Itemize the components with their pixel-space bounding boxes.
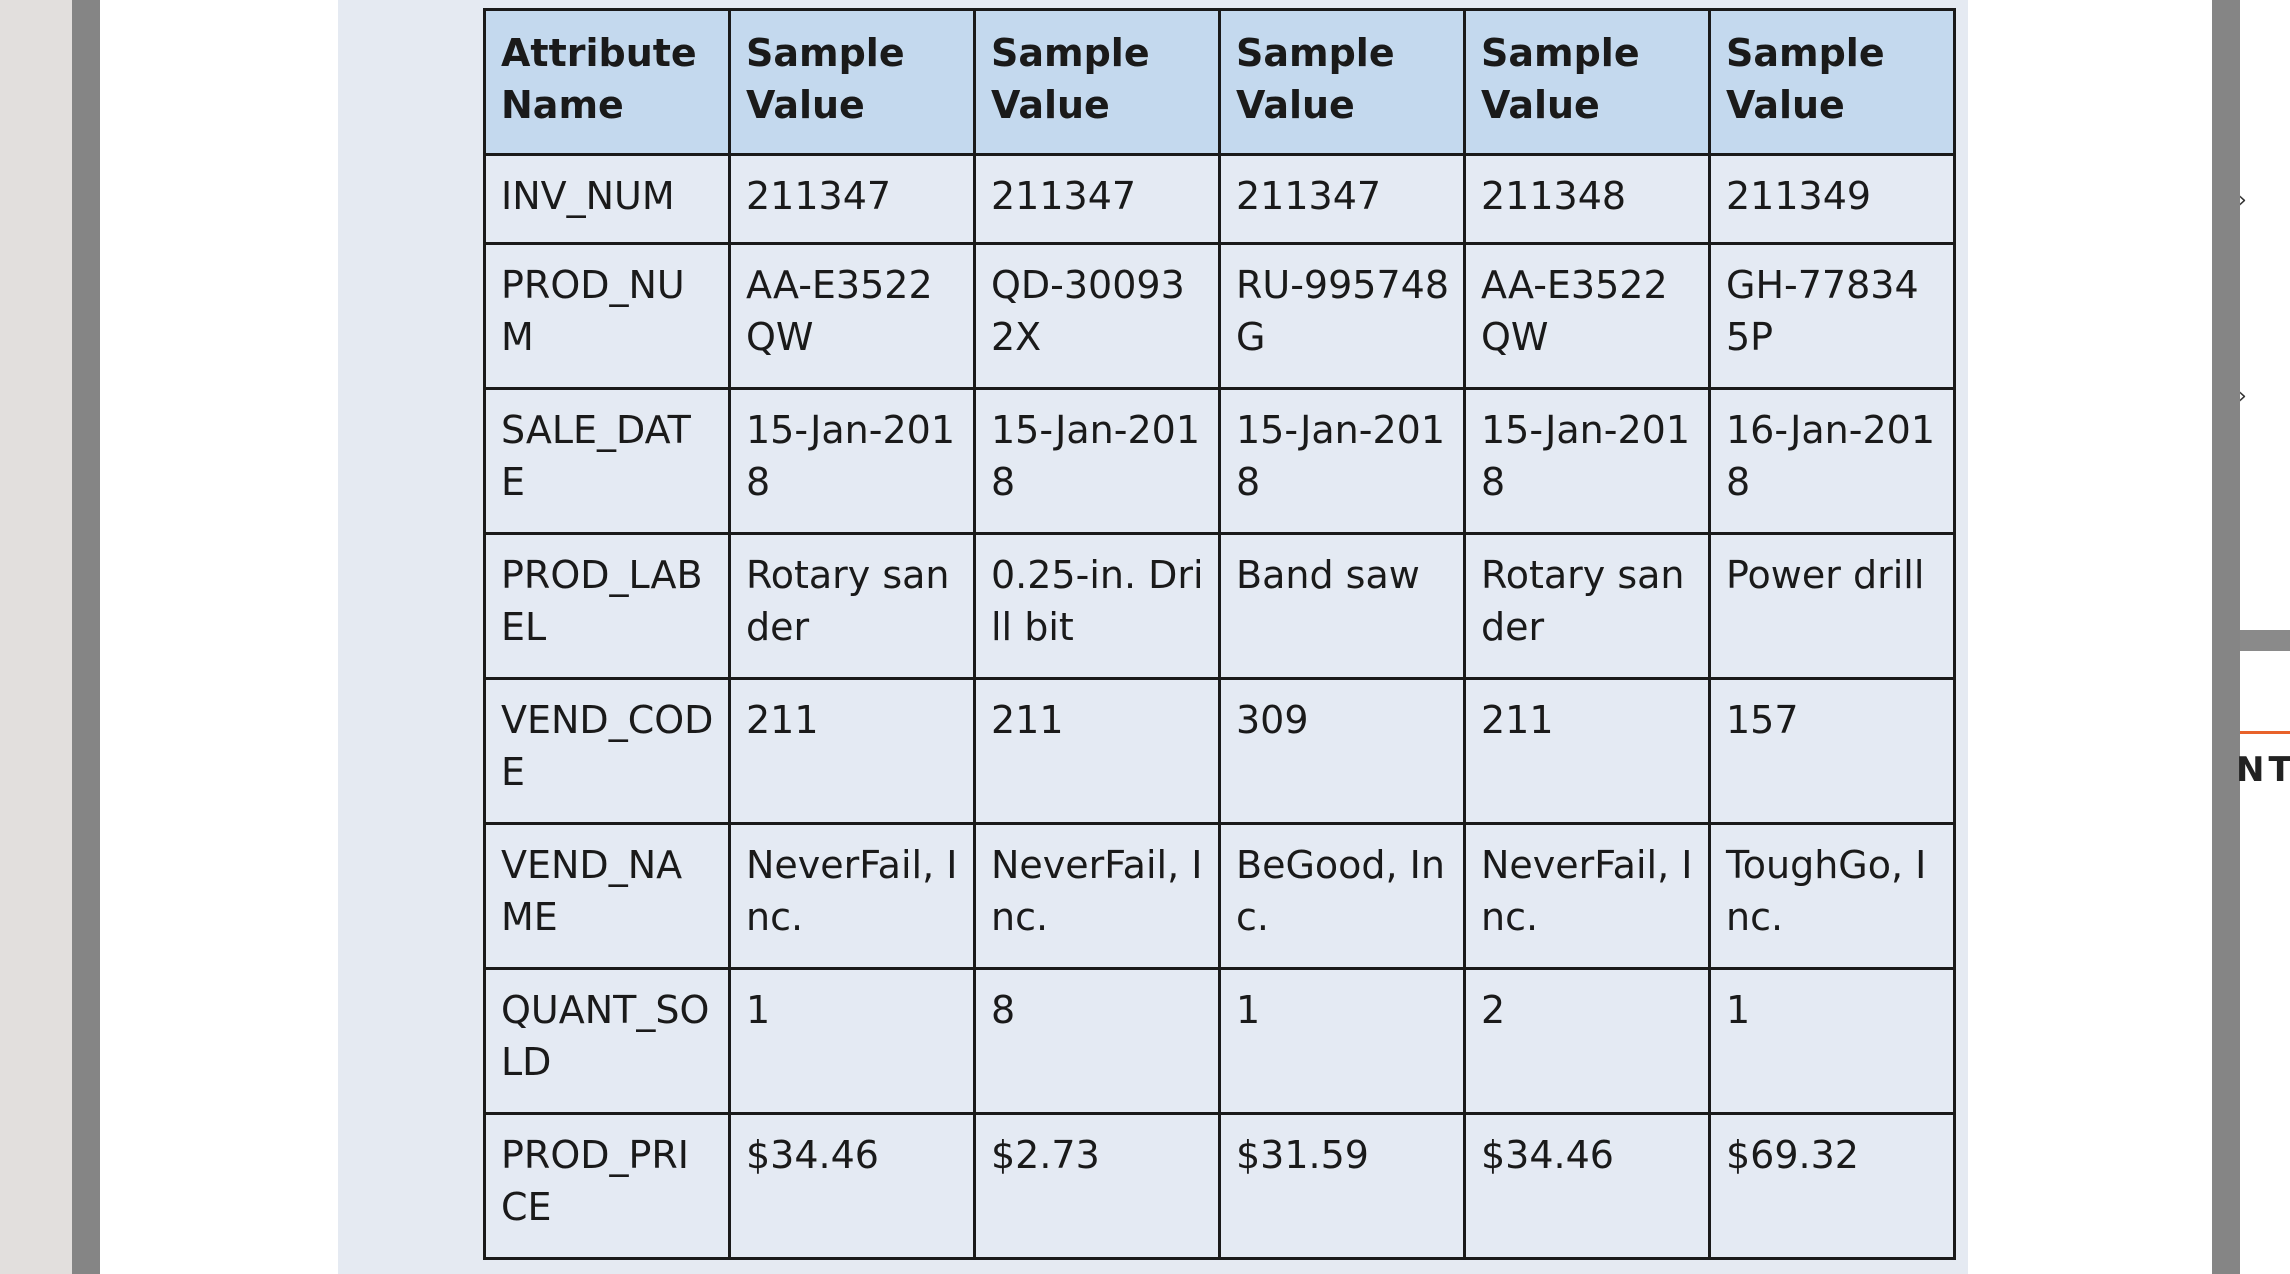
sample-value-cell: 1 (728, 967, 976, 1115)
sample-value-cell: AA-E3522QW (1463, 242, 1711, 390)
header-sample-value: Sample Value (1463, 8, 1711, 156)
table-row: QUANT_SOLD 1 8 1 2 1 (483, 967, 1956, 1115)
adjacent-page-bar (2240, 630, 2290, 651)
sample-value-cell: 309 (1218, 677, 1466, 825)
sample-value-cell: 8 (973, 967, 1221, 1115)
sample-value-cell: Band saw (1218, 532, 1466, 680)
sample-value-cell: NeverFail, Inc. (728, 822, 976, 970)
sample-value-cell: $31.59 (1218, 1112, 1466, 1260)
sample-value-cell: $2.73 (973, 1112, 1221, 1260)
sample-value-cell: NeverFail, Inc. (973, 822, 1221, 970)
sample-attribute-table: Attribute Name Sample Value Sample Value… (483, 8, 1956, 1260)
sample-value-cell: 15-Jan-2018 (728, 387, 976, 535)
sample-value-cell: 15-Jan-2018 (973, 387, 1221, 535)
table-row: VEND_NAME NeverFail, Inc. NeverFail, Inc… (483, 822, 1956, 970)
sample-value-cell: 211347 (973, 153, 1221, 245)
sample-value-cell: 2 (1463, 967, 1711, 1115)
table-row: INV_NUM 211347 211347 211347 211348 2113… (483, 153, 1956, 245)
sample-value-cell: RU-995748G (1218, 242, 1466, 390)
attribute-name-cell: SALE_DATE (483, 387, 731, 535)
sample-value-cell: $34.46 (1463, 1112, 1711, 1260)
sample-value-cell: 16-Jan-2018 (1708, 387, 1956, 535)
attribute-name-cell: VEND_CODE (483, 677, 731, 825)
table-row: SALE_DATE 15-Jan-2018 15-Jan-2018 15-Jan… (483, 387, 1956, 535)
sample-value-cell: Power drill (1708, 532, 1956, 680)
sample-value-cell: 211347 (728, 153, 976, 245)
header-sample-value: Sample Value (1218, 8, 1466, 156)
header-sample-value: Sample Value (1708, 8, 1956, 156)
sample-value-cell: 211 (973, 677, 1221, 825)
table-row: PROD_NUM AA-E3522QW QD-300932X RU-995748… (483, 242, 1956, 390)
sample-value-cell: 1 (1708, 967, 1956, 1115)
sample-value-cell: Rotary sander (1463, 532, 1711, 680)
adjacent-page-accent-line (2240, 731, 2290, 734)
adjacent-page-glyph: › (2238, 188, 2247, 213)
attribute-name-cell: PROD_NUM (483, 242, 731, 390)
sample-value-cell: 15-Jan-2018 (1218, 387, 1466, 535)
header-sample-value: Sample Value (728, 8, 976, 156)
attribute-name-cell: VEND_NAME (483, 822, 731, 970)
sample-value-cell: $69.32 (1708, 1112, 1956, 1260)
adjacent-page-glyph: › (2238, 384, 2247, 409)
attribute-name-cell: INV_NUM (483, 153, 731, 245)
table-row: PROD_PRICE $34.46 $2.73 $31.59 $34.46 $6… (483, 1112, 1956, 1260)
sample-value-cell: QD-300932X (973, 242, 1221, 390)
sample-value-cell: 211349 (1708, 153, 1956, 245)
table-row: VEND_CODE 211 211 309 211 157 (483, 677, 1956, 825)
header-attribute-name: Attribute Name (483, 8, 731, 156)
adjacent-page-heading-fragment: NT (2236, 750, 2290, 790)
attribute-name-cell: PROD_LABEL (483, 532, 731, 680)
attribute-name-cell: PROD_PRICE (483, 1112, 731, 1260)
sample-value-cell: 157 (1708, 677, 1956, 825)
attribute-name-cell: QUANT_SOLD (483, 967, 731, 1115)
sample-value-cell: 15-Jan-2018 (1463, 387, 1711, 535)
table-row: PROD_LABEL Rotary sander 0.25-in. Drill … (483, 532, 1956, 680)
header-sample-value: Sample Value (973, 8, 1221, 156)
sample-value-cell: ToughGo, Inc. (1708, 822, 1956, 970)
table-header-row: Attribute Name Sample Value Sample Value… (483, 8, 1956, 156)
sample-value-cell: Rotary sander (728, 532, 976, 680)
sample-value-cell: BeGood, Inc. (1218, 822, 1466, 970)
sample-value-cell: 1 (1218, 967, 1466, 1115)
sample-value-cell: AA-E3522QW (728, 242, 976, 390)
sample-value-cell: $34.46 (728, 1112, 976, 1260)
sample-value-cell: NeverFail, Inc. (1463, 822, 1711, 970)
sample-value-cell: 211 (728, 677, 976, 825)
sample-value-cell: 211348 (1463, 153, 1711, 245)
sample-value-cell: 211 (1463, 677, 1711, 825)
sample-value-cell: 211347 (1218, 153, 1466, 245)
sample-value-cell: GH-778345P (1708, 242, 1956, 390)
sample-value-cell: 0.25-in. Drill bit (973, 532, 1221, 680)
